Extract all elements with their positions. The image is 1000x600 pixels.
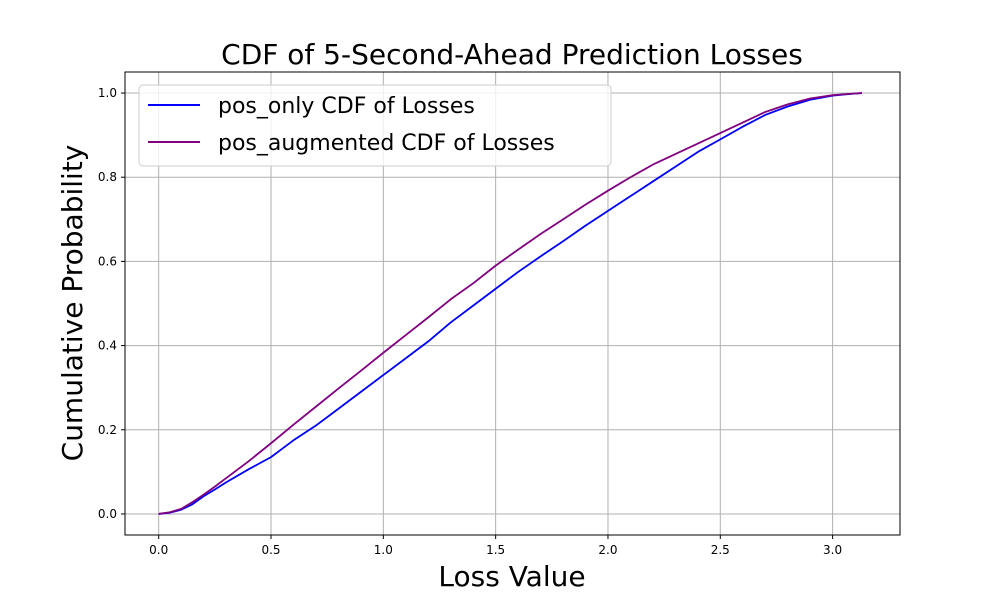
axis-ticks: 0.0 0.5 1.0 1.5 2.0 2.5 3.0 0.0 0.2 0.4 0.6 0.8 1.0: [98, 86, 842, 557]
y-tick-label: 0.2: [98, 423, 117, 437]
x-tick-label: 0.5: [261, 543, 280, 557]
legend: pos_only CDF of Losses pos_augmented CDF…: [138, 84, 612, 167]
legend-box: [138, 84, 612, 167]
plot-frame: [124, 71, 901, 536]
x-tick-label: 1.0: [374, 543, 393, 557]
x-tick-label: 3.0: [823, 543, 842, 557]
x-axis-label: Loss Value: [438, 560, 585, 593]
y-tick-label: 0.8: [98, 170, 117, 184]
series-line-pos-augmented-cdf-of-losses: [158, 92, 862, 515]
y-tick-label: 1.0: [98, 86, 117, 100]
x-tick-label: 2.5: [711, 543, 730, 557]
y-tick-label: 0.0: [98, 507, 117, 521]
chart-title: CDF of 5-Second-Ahead Prediction Losses: [221, 38, 803, 71]
series-line-pos-only-cdf-of-losses: [158, 92, 862, 515]
x-tick-label: 1.5: [486, 543, 505, 557]
legend-label-pos-only: pos_only CDF of Losses: [218, 94, 475, 119]
series-lines: [158, 92, 862, 515]
y-tick-label: 0.6: [98, 254, 117, 268]
x-tick-label: 0.0: [149, 543, 168, 557]
legend-label-pos-augmented: pos_augmented CDF of Losses: [218, 131, 555, 156]
y-tick-label: 0.4: [98, 339, 117, 353]
y-axis-label: Cumulative Probability: [56, 145, 89, 462]
x-tick-label: 2.0: [598, 543, 617, 557]
